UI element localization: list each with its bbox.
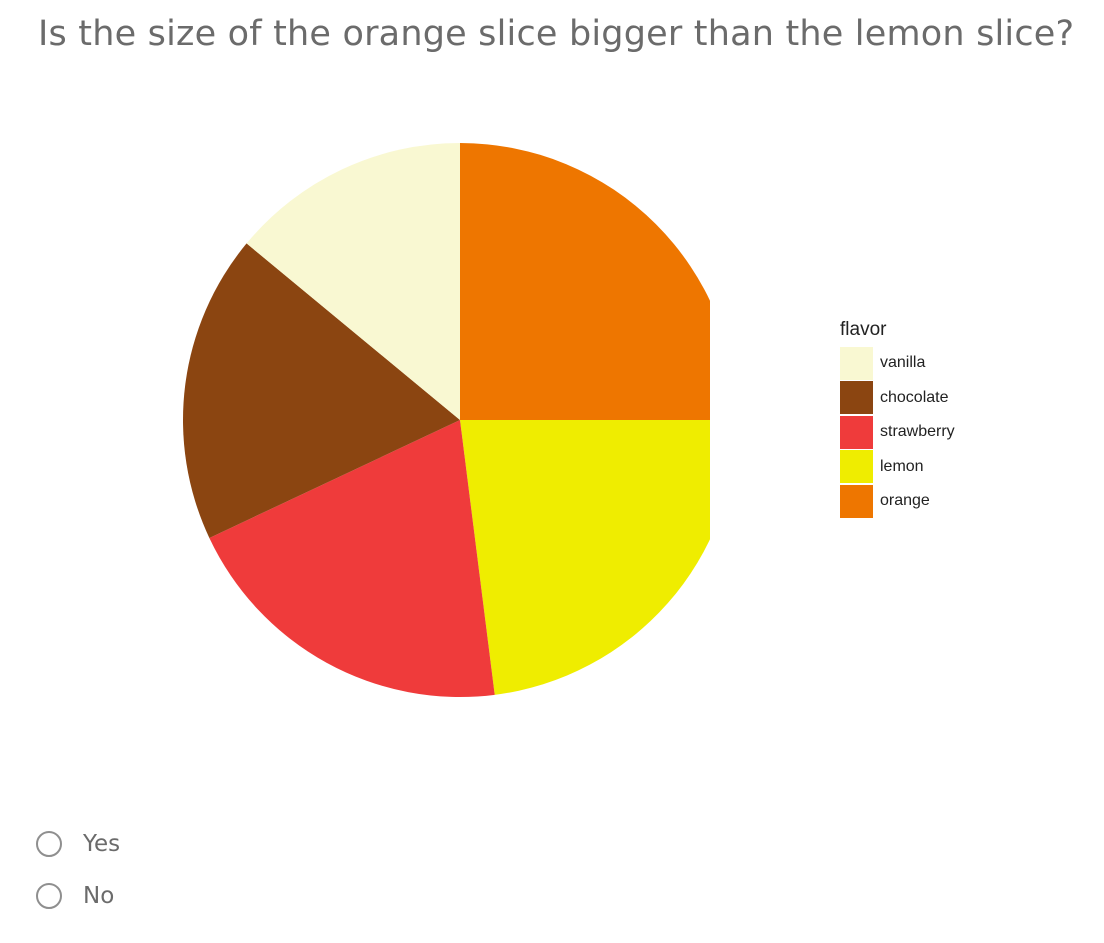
pie-slice-vanilla	[246, 143, 460, 420]
legend-item-lemon: lemon	[840, 450, 1010, 485]
pie-slice-lemon	[460, 420, 710, 695]
legend-swatch	[840, 346, 873, 380]
legend-item-vanilla: vanilla	[840, 346, 1010, 381]
pie-slice-strawberry	[209, 420, 495, 698]
legend-swatch	[840, 381, 873, 415]
legend-label: chocolate	[880, 388, 949, 406]
radio-button-no[interactable]	[36, 883, 62, 909]
legend-swatch	[840, 450, 873, 484]
option-label-no: No	[83, 883, 115, 909]
pie-chart-svg	[182, 143, 710, 698]
pie-slice-chocolate	[182, 243, 461, 538]
answer-options: Yes No	[36, 818, 120, 922]
pie-slice-orange	[460, 143, 710, 420]
radio-button-yes[interactable]	[36, 831, 62, 857]
legend-item-chocolate: chocolate	[840, 381, 1010, 416]
legend-label: lemon	[880, 457, 924, 475]
legend-swatch	[840, 415, 873, 449]
legend-label: vanilla	[880, 354, 926, 372]
legend-item-strawberry: strawberry	[840, 415, 1010, 450]
option-label-yes: Yes	[83, 831, 121, 857]
option-yes[interactable]: Yes	[36, 818, 120, 870]
option-no[interactable]: No	[36, 870, 120, 922]
chart-legend: flavor vanilla chocolate strawberry lemo…	[840, 320, 1010, 519]
legend-title: flavor	[840, 319, 887, 340]
question-title: Is the size of the orange slice bigger t…	[38, 14, 1075, 54]
pie-chart: flavor vanilla chocolate strawberry lemo…	[150, 110, 1030, 730]
legend-swatch	[840, 484, 873, 518]
legend-label: orange	[880, 492, 930, 510]
legend-item-orange: orange	[840, 484, 1010, 519]
legend-label: strawberry	[880, 423, 955, 441]
